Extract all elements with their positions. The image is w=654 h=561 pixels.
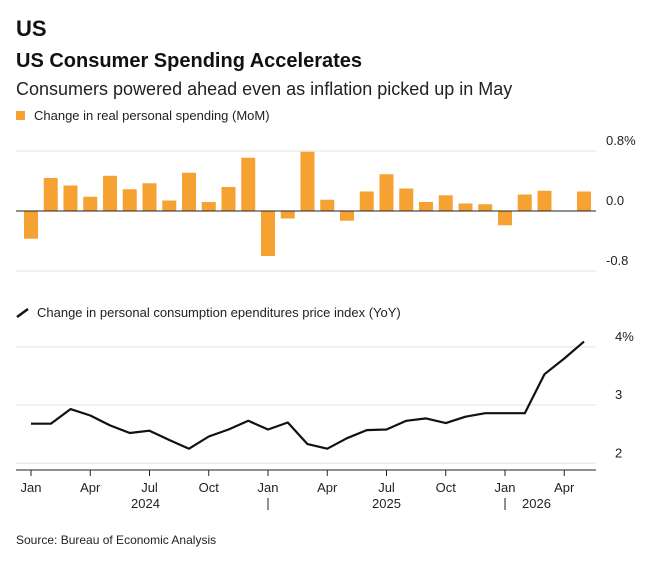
bar-2025-06 (359, 191, 374, 211)
bar-2025-05 (340, 211, 354, 221)
line-y-tick-label: 4% (615, 329, 634, 344)
bar-y-tick-label: 0.0 (606, 193, 624, 208)
bar-2024-03 (63, 185, 78, 211)
chart-title: US Consumer Spending Accelerates (16, 50, 363, 72)
bar-2025-02 (280, 211, 295, 219)
line-y-tick-label: 3 (615, 387, 622, 402)
bar-2024-02 (43, 178, 58, 211)
line-y-tick-label: 2 (615, 445, 622, 460)
line-legend: Change in personal consumption ependitur… (16, 305, 401, 320)
bar-2025-08 (399, 188, 414, 211)
bar-y-tick-label: 0.8% (606, 133, 636, 148)
bar-2025-03 (300, 151, 315, 211)
x-month-label: Apr (317, 480, 338, 495)
x-month-label: Apr (80, 480, 101, 495)
bar-2026-05 (577, 191, 591, 211)
pce-line (31, 340, 585, 450)
x-month-label: Jan (258, 480, 279, 495)
bar-2024-10 (201, 202, 216, 211)
bar-2024-05 (103, 175, 117, 211)
bar-2026-01 (498, 211, 512, 226)
bar-2025-10 (438, 195, 453, 211)
bar-2024-09 (182, 172, 196, 211)
x-month-label: Apr (554, 480, 575, 495)
bar-2024-06 (122, 189, 137, 211)
bar-y-tick-label: -0.8 (606, 253, 628, 268)
bar-2025-07 (379, 174, 394, 211)
x-month-label: Jul (378, 480, 395, 495)
bar-2026-02 (517, 194, 532, 211)
bar-2024-12 (241, 157, 256, 211)
x-month-label: Jul (141, 480, 158, 495)
kicker: US (16, 16, 47, 41)
line-panel: 4% 3 2 (16, 329, 634, 464)
x-year-label: 2024 (131, 496, 160, 511)
bar-2025-01 (261, 211, 275, 256)
bar-legend-label: Change in real personal spending (MoM) (34, 108, 270, 123)
bar-2024-11 (221, 187, 236, 211)
bar-2025-11 (458, 203, 473, 211)
bar-legend-swatch (16, 111, 25, 120)
line-legend-label: Change in personal consumption ependitur… (37, 305, 401, 320)
chart-subtitle: Consumers powered ahead even as inflatio… (16, 79, 513, 99)
bar-2024-01 (24, 211, 38, 239)
x-month-label: Oct (199, 480, 220, 495)
x-month-label: Jan (495, 480, 516, 495)
bar-panel: 0.8% 0.0 -0.8 (16, 133, 636, 272)
bar-2025-09 (419, 202, 433, 211)
bar-2026-03 (537, 190, 552, 211)
line-legend-swatch (16, 307, 29, 318)
x-year-label: 2026 (522, 496, 551, 511)
bar-2024-04 (83, 196, 98, 211)
bar-2025-04 (320, 199, 335, 211)
bar-2024-08 (162, 200, 177, 211)
bar-2025-12 (478, 204, 493, 211)
bar-legend: Change in real personal spending (MoM) (16, 108, 270, 123)
x-axis: Jan Apr Jul Oct Jan Apr Jul Oct Jan Apr 2024 2025 20… (16, 469, 596, 511)
x-month-label: Jan (21, 480, 42, 495)
x-year-label: 2025 (372, 496, 401, 511)
source-note: Source: Bureau of Economic Analysis (16, 533, 217, 547)
bar-2024-07 (142, 183, 157, 211)
x-month-label: Oct (436, 480, 457, 495)
